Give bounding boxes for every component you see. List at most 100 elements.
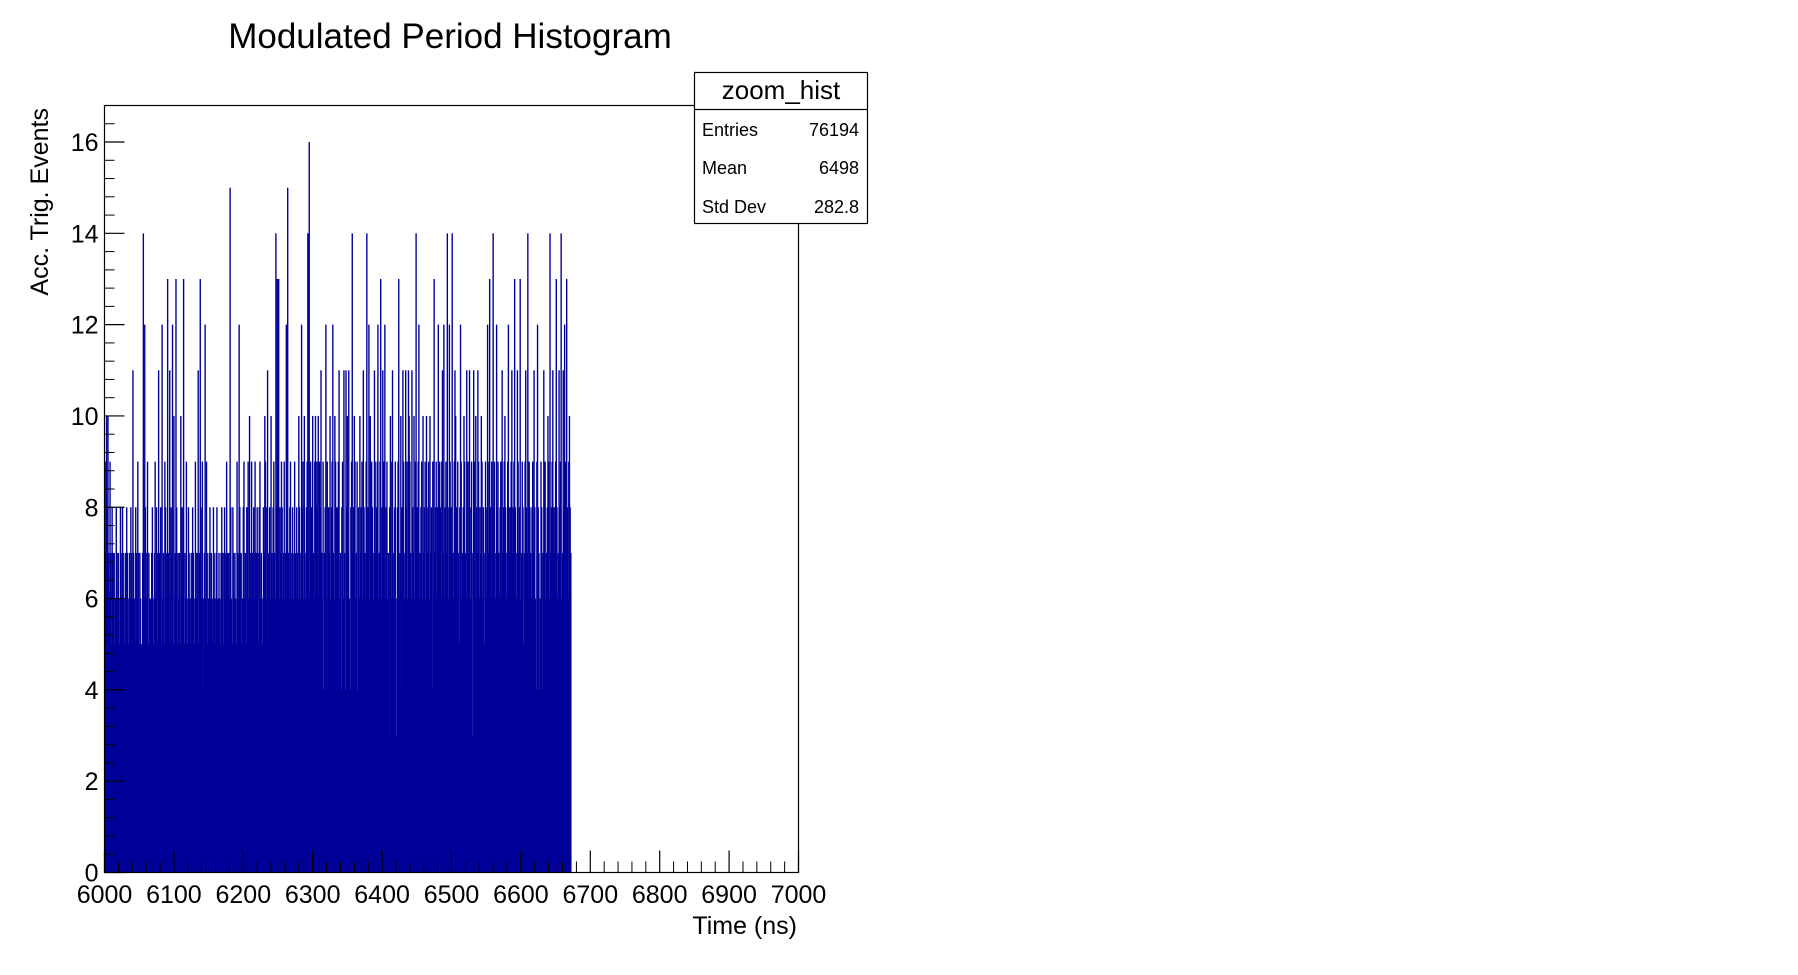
histogram-bar	[535, 689, 537, 873]
histogram-bar	[410, 598, 412, 873]
stats-entries-value: 76194	[809, 120, 859, 140]
histogram-bar	[126, 552, 129, 873]
histogram-bar	[230, 507, 232, 873]
histogram-bar	[470, 461, 473, 873]
histogram-bar	[293, 461, 296, 873]
histogram-bar	[141, 735, 143, 873]
histogram-bar	[326, 461, 328, 873]
histogram-bar	[203, 552, 206, 873]
histogram-bar	[185, 598, 187, 873]
histogram-bar	[361, 598, 364, 873]
x-tick-label: 6300	[285, 881, 341, 909]
histogram-bar	[518, 552, 520, 873]
histogram-bar	[323, 552, 326, 873]
histogram-bar	[375, 507, 378, 873]
histogram-bar	[552, 598, 555, 873]
histogram-bar	[498, 598, 501, 873]
histogram-bar	[278, 278, 280, 873]
histogram-bar	[457, 461, 459, 873]
histogram-bar	[224, 552, 226, 873]
x-tick-label: 6700	[562, 881, 618, 909]
histogram-bars	[104, 142, 572, 873]
histogram-bar	[254, 461, 256, 873]
histogram-bar	[563, 507, 565, 873]
histogram-bar	[112, 552, 114, 873]
histogram-bar	[463, 461, 466, 873]
histogram-bar	[443, 324, 445, 873]
histogram-bar	[526, 552, 528, 873]
histogram-bar	[110, 552, 112, 873]
histogram-bar	[359, 552, 362, 873]
x-axis-label: Time (ns)	[692, 912, 797, 940]
histogram-bar	[240, 552, 242, 873]
histogram-bar	[483, 552, 485, 873]
histogram-bar	[358, 598, 360, 873]
histogram-bar	[441, 370, 444, 873]
histogram-bar	[545, 552, 548, 873]
histogram-bar	[195, 598, 197, 873]
histogram-bar	[160, 644, 163, 873]
histogram-bar	[287, 187, 289, 873]
histogram-bar	[188, 552, 190, 873]
histogram-bar	[474, 598, 476, 873]
histogram-bar	[540, 461, 542, 873]
histogram-bar	[366, 233, 368, 873]
histogram-bar	[400, 415, 402, 873]
histogram-bar	[327, 689, 329, 873]
histogram-bar	[351, 233, 353, 873]
histogram-bar	[556, 507, 558, 873]
histogram-bar	[476, 552, 478, 873]
histogram-bar	[429, 415, 431, 873]
histogram-bar	[105, 552, 107, 873]
histogram-bar	[521, 461, 523, 873]
x-axis: 6000 6100 6200 6300 6400 6500 6600 6700 6800 6900…	[77, 850, 826, 909]
histogram-bar	[342, 598, 344, 873]
histogram-bar	[116, 598, 119, 873]
histogram-bar	[479, 552, 482, 873]
histogram-bar	[238, 324, 240, 873]
histogram-bar	[178, 598, 180, 873]
histogram-bar	[568, 461, 570, 873]
histogram-bar	[171, 324, 174, 873]
histogram-bar	[280, 552, 282, 873]
histogram-bar	[189, 644, 192, 873]
y-tick-label: 10	[71, 403, 99, 431]
histogram-bar	[514, 507, 517, 873]
histogram-bar	[380, 598, 383, 873]
histogram-bar	[226, 552, 229, 873]
histogram-bar	[248, 415, 251, 873]
histogram-bar	[297, 598, 299, 873]
histogram-bar	[316, 552, 319, 873]
histogram-bar	[484, 461, 487, 873]
histogram-bar	[193, 598, 195, 873]
histogram-bar	[403, 598, 405, 873]
chart-title: Modulated Period Histogram	[228, 17, 672, 56]
histogram-bar	[405, 370, 407, 873]
histogram-bar	[153, 552, 156, 873]
histogram-bar	[318, 598, 320, 873]
x-tick-label: 6000	[77, 881, 133, 909]
histogram-bar	[434, 507, 437, 873]
histogram-bar	[296, 507, 298, 873]
histogram-bar	[261, 598, 263, 873]
histogram-bar	[379, 461, 381, 873]
plot-area: 0 2 4 6 8 10 12 14 16 6000 6100 6200 6300 6400 6500 66…	[71, 104, 826, 909]
histogram-bar	[395, 598, 397, 873]
histogram-bar	[516, 598, 518, 873]
histogram-bar	[132, 552, 135, 873]
histogram-bar	[407, 598, 409, 873]
histogram-bar	[125, 598, 127, 873]
histogram-bar	[134, 644, 136, 873]
histogram-bar	[436, 598, 438, 873]
histogram-bar	[174, 552, 176, 873]
histogram-bar	[198, 552, 201, 873]
histogram-bar	[289, 507, 291, 873]
histogram-bar	[282, 598, 284, 873]
histogram-bar	[373, 370, 376, 873]
histogram-bar	[182, 278, 185, 873]
histogram-bar	[120, 552, 122, 873]
histogram-bar	[341, 507, 343, 873]
histogram-bar	[158, 552, 161, 873]
histogram-bar	[411, 507, 414, 873]
